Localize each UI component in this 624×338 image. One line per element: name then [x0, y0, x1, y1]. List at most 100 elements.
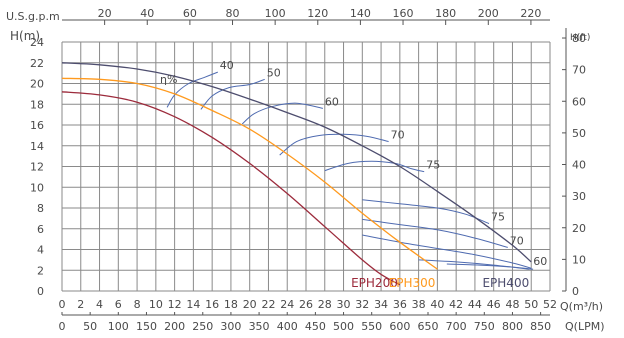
x-tick-label: 42 [449, 298, 463, 311]
lpm-tick-label: 600 [389, 320, 410, 333]
efficiency-label: 60 [533, 255, 547, 268]
x-tick-label: 0 [59, 298, 66, 311]
lpm-tick-label: 850 [530, 320, 551, 333]
y-tick-label: 12 [30, 161, 44, 174]
right-tick-label: 30 [572, 190, 586, 203]
efficiency-label: 70 [510, 234, 524, 247]
x-tick-label: 46 [487, 298, 501, 311]
lpm-tick-label: 150 [136, 320, 157, 333]
left-axis-label: H(m) [10, 29, 40, 43]
lpm-tick-label: 0 [59, 320, 66, 333]
top-tick-label: 200 [478, 7, 499, 20]
efficiency-curve [362, 219, 508, 247]
y-tick-label: 18 [30, 98, 44, 111]
efficiency-symbol: η% [160, 73, 177, 86]
x-tick-label: 30 [337, 298, 351, 311]
efficiency-curves [167, 72, 533, 269]
right-tick-label: 60 [572, 95, 586, 108]
x-tick-label: 40 [430, 298, 444, 311]
grid-layer [62, 42, 550, 291]
top-tick-label: 140 [350, 7, 371, 20]
pump-curve-eph400 [62, 63, 531, 262]
y-tick-label: 14 [30, 140, 44, 153]
pump-curves [62, 63, 531, 285]
x-tick-label: 34 [374, 298, 388, 311]
x-tick-label: 50 [524, 298, 538, 311]
lpm-tick-label: 100 [108, 320, 129, 333]
lpm-tick-label: 400 [277, 320, 298, 333]
top-tick-label: 40 [140, 7, 154, 20]
x-tick-label: 10 [149, 298, 163, 311]
lpm-tick-label: 700 [446, 320, 467, 333]
efficiency-label: 75 [426, 159, 440, 172]
lpm-tick-label: 750 [474, 320, 495, 333]
x-tick-label: 38 [412, 298, 426, 311]
lpm-tick-label: 800 [502, 320, 523, 333]
top-tick-label: 80 [226, 7, 240, 20]
y-tick-label: 10 [30, 181, 44, 194]
x-tick-label: 18 [224, 298, 238, 311]
x-tick-label: 36 [393, 298, 407, 311]
x-tick-label: 8 [134, 298, 141, 311]
lpm-tick-label: 250 [192, 320, 213, 333]
x-tick-label: 32 [355, 298, 369, 311]
y-tick-label: 2 [37, 264, 44, 277]
y-tick-label: 8 [37, 202, 44, 215]
x-tick-label: 22 [261, 298, 275, 311]
top-tick-label: 20 [98, 7, 112, 20]
right-tick-label: 50 [572, 127, 586, 140]
right-tick-label: 70 [572, 64, 586, 77]
efficiency-label: 50 [267, 66, 281, 79]
top-tick-label: 160 [393, 7, 414, 20]
lpm-tick-label: 350 [249, 320, 270, 333]
lpm-axis-label: Q(LPM) [565, 320, 605, 333]
x-tick-label: 4 [96, 298, 103, 311]
x-tick-label: 16 [205, 298, 219, 311]
top-tick-label: 120 [307, 7, 328, 20]
x-tick-label: 28 [318, 298, 332, 311]
x-tick-label: 2 [77, 298, 84, 311]
x-tick-label: 12 [168, 298, 182, 311]
top-axis-label: U.S.g.p.m [6, 10, 60, 23]
series-label-eph400: EPH400 [482, 276, 529, 290]
lpm-tick-label: 200 [164, 320, 185, 333]
x-axis-label: Q(m³/h) [560, 300, 603, 313]
efficiency-label: 75 [491, 211, 505, 224]
y-tick-label: 20 [30, 78, 44, 91]
efficiency-label: 60 [325, 95, 339, 108]
right-axis-label: H(ft) [570, 33, 590, 43]
lpm-tick-label: 650 [418, 320, 439, 333]
chart-labels: 0 2 4 6 8 10 12 14 16 18 20 22 24 26 28 30 32 34 36 38 40 42 4… [30, 7, 586, 333]
y-tick-label: 22 [30, 57, 44, 70]
lpm-tick-label: 450 [305, 320, 326, 333]
right-tick-label: 40 [572, 159, 586, 172]
right-tick-label: 0 [572, 285, 579, 298]
x-tick-label: 20 [243, 298, 257, 311]
y-tick-label: 0 [37, 285, 44, 298]
lpm-tick-label: 300 [220, 320, 241, 333]
x-tick-label: 24 [280, 298, 294, 311]
x-tick-label: 52 [543, 298, 557, 311]
lpm-tick-label: 50 [83, 320, 97, 333]
y-tick-label: 4 [37, 244, 44, 257]
x-tick-label: 48 [505, 298, 519, 311]
top-tick-label: 180 [435, 7, 456, 20]
lpm-tick-label: 500 [333, 320, 354, 333]
lpm-tick-label: 550 [361, 320, 382, 333]
efficiency-curve [280, 134, 389, 155]
y-tick-label: 6 [37, 223, 44, 236]
x-tick-label: 6 [115, 298, 122, 311]
x-tick-label: 26 [299, 298, 313, 311]
series-label-eph300: EPH300 [389, 276, 436, 290]
x-tick-label: 14 [186, 298, 200, 311]
right-tick-label: 20 [572, 222, 586, 235]
x-tick-label: 44 [468, 298, 482, 311]
top-tick-label: 220 [520, 7, 541, 20]
efficiency-label: 40 [220, 59, 234, 72]
efficiency-label: 70 [391, 129, 405, 142]
top-tick-label: 100 [265, 7, 286, 20]
right-tick-label: 10 [572, 253, 586, 266]
y-tick-label: 16 [30, 119, 44, 132]
top-tick-label: 60 [183, 7, 197, 20]
